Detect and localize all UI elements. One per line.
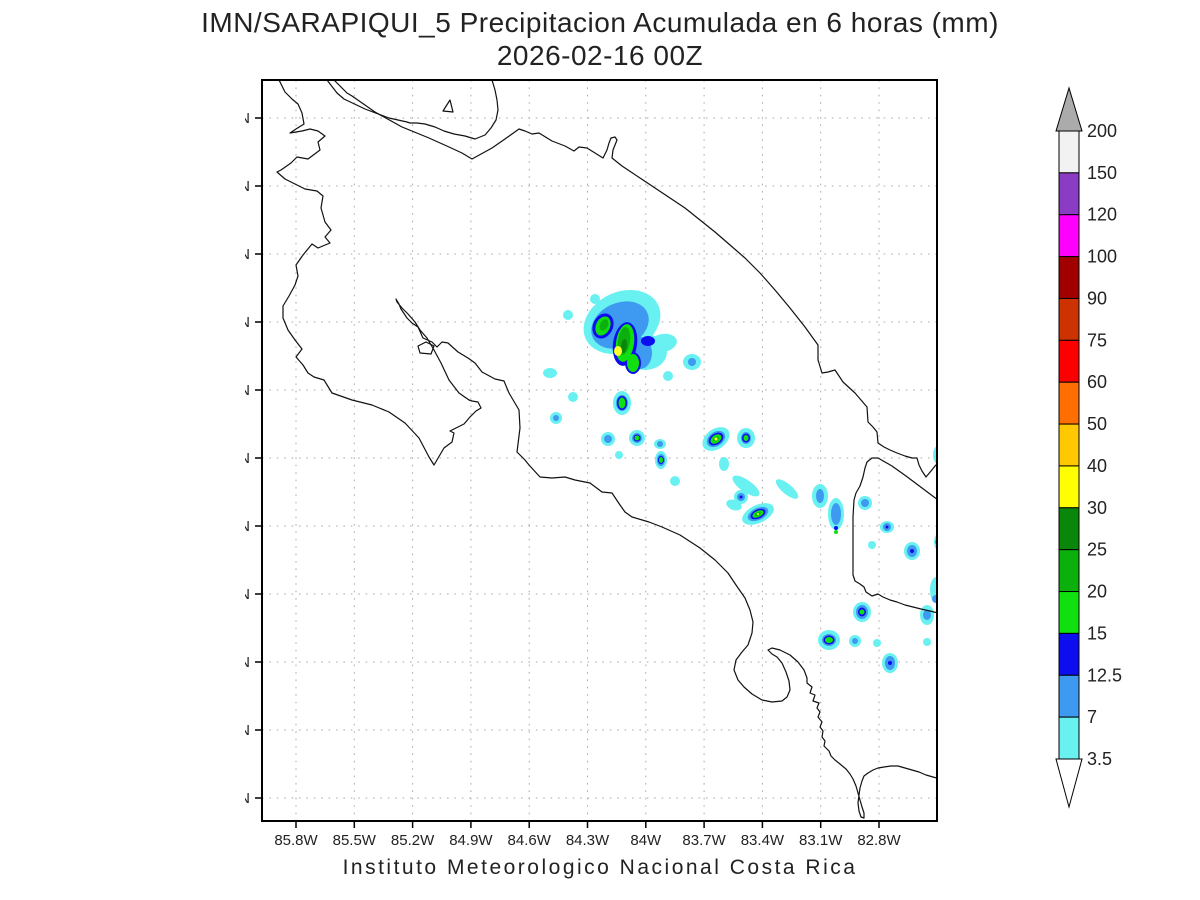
colorbar-segment (1058, 465, 1080, 509)
colorbar-segment (1058, 632, 1080, 676)
y-tick-label: 10.5N (245, 246, 250, 263)
x-tick-label: 84W (630, 832, 662, 849)
x-axis-labels: 85.8W 85.5W 85.2W 84.9W 84.6W 84.3W 84W 83.7W 83… (274, 832, 901, 849)
colorbar-under-arrow (1055, 758, 1083, 809)
x-tick-label: 84.3W (566, 832, 610, 849)
colorbar-segment (1058, 214, 1080, 258)
colorbar-label: 75 (1087, 330, 1107, 350)
y-tick-label: 9.6N (245, 450, 250, 467)
precip-level-g3 (620, 339, 628, 353)
footer-text: Instituto Meteorologico Nacional Costa R… (342, 856, 858, 879)
x-tick-label: 83.7W (682, 832, 726, 849)
colorbar-segment (1058, 591, 1080, 634)
colorbar-segment (1058, 549, 1080, 593)
colorbar-segment (1058, 256, 1080, 299)
y-tick-label: 11.1N (245, 110, 250, 127)
x-tick-label: 83.4W (741, 832, 785, 849)
colorbar-label: 15 (1087, 623, 1107, 643)
colorbar-segment (1058, 423, 1080, 467)
colorbar-label: 12.5 (1087, 665, 1122, 685)
precipitation-blobs (543, 289, 937, 673)
y-tick-label: 9.9N (245, 382, 250, 399)
colorbar-over-arrow (1055, 86, 1083, 132)
graticule-grid (262, 80, 937, 821)
map-frame (261, 79, 938, 822)
y-tick-label: 10.8N (245, 178, 250, 195)
x-tick-label: 85.2W (391, 832, 435, 849)
map-canvas: 11.1N 10.8N 10.5N 10.2N 9.9N 9.6N 9.3N 9N 8.7N 8.… (245, 79, 938, 849)
colorbar-labels: 200 150 120 100 90 75 60 50 40 30 25 20 15 12.5 7 3.5 (1087, 121, 1122, 769)
y-tick-label: 9.3N (245, 518, 250, 535)
y-tick-label: 8.4N (245, 722, 250, 739)
colorbar-segment (1058, 674, 1080, 718)
colorbar-label: 200 (1087, 121, 1117, 141)
colorbar-label: 40 (1087, 456, 1107, 476)
chart-title: IMN/SARAPIQUI_5 Precipitacion Acumulada … (0, 6, 1200, 72)
x-tick-label: 85.8W (274, 832, 318, 849)
x-tick-label: 85.5W (333, 832, 377, 849)
colorbar-segment (1058, 297, 1080, 341)
y-tick-label: 8.1N (245, 790, 250, 807)
y-tick-label: 8.7N (245, 654, 250, 671)
colorbar: 200 150 120 100 90 75 60 50 40 30 25 20 15 12.5 7 3.5 (1055, 86, 1122, 809)
colorbar-label: 7 (1087, 707, 1097, 727)
colorbar-label: 30 (1087, 498, 1107, 518)
colorbar-label: 50 (1087, 414, 1107, 434)
colorbar-label: 20 (1087, 582, 1107, 602)
colorbar-label: 150 (1087, 163, 1117, 183)
chart-title-line1: IMN/SARAPIQUI_5 Precipitacion Acumulada … (201, 7, 999, 38)
colorbar-label: 120 (1087, 205, 1117, 225)
colorbar-label: 100 (1087, 247, 1117, 267)
y-tick-label: 9N (245, 586, 250, 603)
colorbar-segment (1058, 339, 1080, 383)
coastline (276, 80, 937, 819)
y-tick-label: 10.2N (245, 314, 250, 331)
colorbar-segment (1058, 172, 1080, 216)
chart-title-line2: 2026-02-16 00Z (496, 40, 704, 71)
colorbar-label: 3.5 (1087, 749, 1112, 769)
axis-ticks (255, 117, 880, 828)
colorbar-segment (1058, 716, 1080, 760)
precip-level-y (614, 346, 759, 515)
colorbar-segment (1058, 130, 1080, 174)
colorbar-label: 90 (1087, 288, 1107, 308)
colorbar-label: 60 (1087, 372, 1107, 392)
x-tick-label: 82.8W (857, 832, 901, 849)
y-axis-labels: 11.1N 10.8N 10.5N 10.2N 9.9N 9.6N 9.3N 9N 8.7N 8.… (245, 110, 250, 807)
colorbar-label: 25 (1087, 540, 1107, 560)
x-tick-label: 84.6W (508, 832, 552, 849)
colorbar-segment (1058, 381, 1080, 425)
colorbar-segment (1058, 507, 1080, 551)
x-tick-label: 83.1W (799, 832, 843, 849)
x-tick-label: 84.9W (449, 832, 493, 849)
